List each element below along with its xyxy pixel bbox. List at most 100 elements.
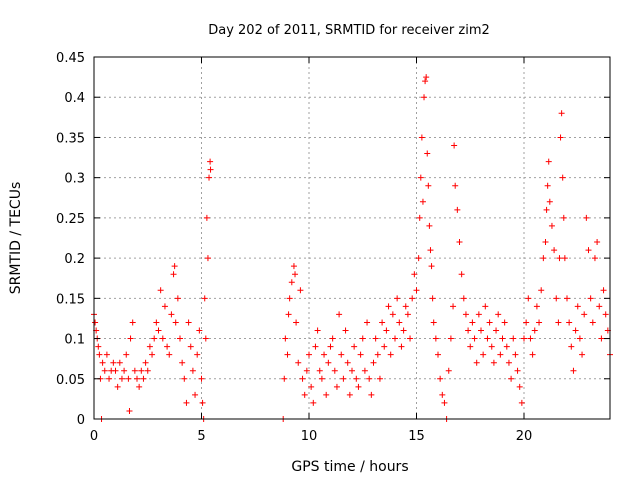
data-point (556, 255, 563, 262)
data-point (495, 311, 502, 318)
data-point (529, 351, 536, 358)
data-point (416, 214, 423, 221)
x-tick-label-0: 0 (90, 429, 98, 444)
data-point (387, 351, 394, 358)
data-point (331, 367, 338, 374)
x-tick-label-4: 20 (516, 429, 533, 444)
data-point (392, 335, 398, 342)
data-point (545, 158, 552, 165)
data-point (518, 399, 525, 406)
data-point (418, 134, 425, 141)
data-point (432, 335, 439, 342)
data-point (484, 335, 491, 342)
data-point (125, 375, 132, 382)
data-point (413, 287, 420, 294)
y-tick-label-5: 0.25 (56, 212, 85, 227)
data-point (310, 399, 317, 406)
data-point (95, 343, 102, 350)
data-point (421, 94, 428, 101)
data-point (344, 359, 351, 366)
data-point (181, 375, 188, 382)
data-point (427, 247, 434, 254)
grid-lines (94, 57, 610, 419)
data-point (157, 287, 164, 294)
data-point (497, 351, 504, 358)
data-point (531, 327, 538, 334)
data-point (114, 383, 121, 390)
data-point (596, 303, 603, 310)
y-tick-label-7: 0.35 (56, 131, 85, 146)
data-point (342, 327, 349, 334)
data-point (568, 343, 575, 350)
data-point (207, 158, 214, 165)
data-point (206, 174, 213, 181)
data-point (486, 319, 493, 326)
data-point (445, 367, 452, 374)
data-point (366, 375, 373, 382)
data-point (303, 367, 310, 374)
data-point (116, 359, 123, 366)
data-point (103, 351, 110, 358)
data-point (508, 375, 515, 382)
data-point (293, 319, 300, 326)
data-point (417, 174, 424, 181)
data-point (183, 399, 190, 406)
x-axis-title: GPS time / hours (291, 459, 408, 475)
data-point (346, 391, 353, 398)
data-point (482, 303, 489, 310)
data-point (189, 367, 196, 374)
data-point (467, 343, 474, 350)
data-point (411, 271, 418, 278)
data-point (153, 319, 160, 326)
data-point (512, 351, 519, 358)
data-point (536, 319, 543, 326)
data-point (452, 182, 459, 189)
data-point (106, 375, 113, 382)
data-point (564, 295, 570, 302)
data-point (101, 367, 108, 374)
data-point (340, 375, 347, 382)
y-tick-label-4: 0.2 (64, 252, 85, 267)
data-point (409, 295, 416, 302)
data-point (368, 391, 375, 398)
data-point (598, 335, 605, 342)
data-point (579, 351, 586, 358)
y-tick-label-9: 0.45 (56, 51, 85, 66)
data-point (357, 351, 364, 358)
data-point (521, 335, 527, 342)
data-point (323, 391, 330, 398)
data-point (558, 110, 565, 117)
data-point (439, 391, 446, 398)
data-point (376, 375, 383, 382)
data-point (566, 319, 573, 326)
data-point (490, 359, 497, 366)
data-point (600, 287, 607, 294)
data-point (553, 295, 560, 302)
data-point (370, 359, 377, 366)
data-point (437, 375, 444, 382)
data-point (207, 166, 214, 173)
data-point (557, 134, 564, 141)
data-point (202, 335, 209, 342)
data-point (170, 271, 177, 278)
data-point (299, 375, 306, 382)
data-point (516, 383, 523, 390)
data-point (129, 319, 136, 326)
data-point (306, 351, 312, 358)
data-point (527, 335, 534, 342)
data-point (548, 222, 555, 229)
data-point (480, 351, 487, 358)
data-point (134, 375, 140, 382)
data-point (301, 391, 308, 398)
data-point (192, 391, 199, 398)
data-point (389, 311, 396, 318)
data-point (281, 375, 288, 382)
data-point (583, 214, 590, 221)
data-point (318, 375, 325, 382)
axis-ticks: 0 5 10 15 20 0 0.05 0.1 0.15 0.2 0.25 0.3 0.35 0.4 0.4… (56, 51, 610, 444)
data-point (355, 383, 362, 390)
data-point (587, 295, 594, 302)
data-point (198, 375, 205, 382)
data-point (159, 335, 166, 342)
